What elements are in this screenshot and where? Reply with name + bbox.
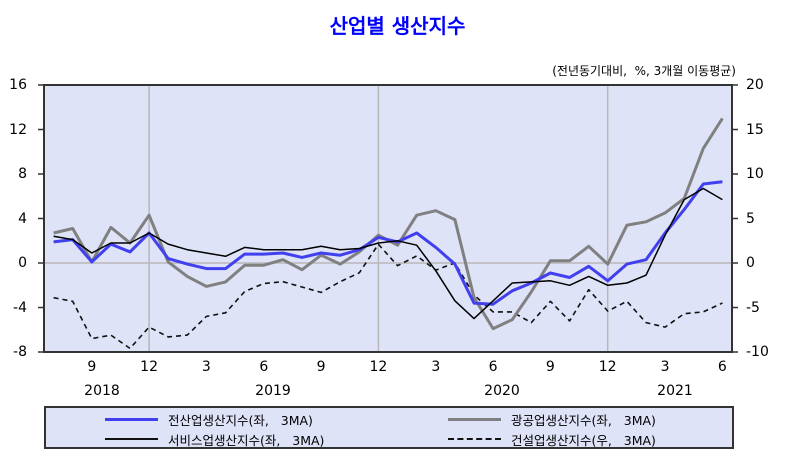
left-axis-label: 12: [9, 121, 27, 138]
legend-item-mining-manufacturing: 광공업생산지수(좌, 3MA): [448, 409, 656, 429]
legend-swatch-dashed-line: [448, 438, 501, 440]
left-axis-label: 16: [9, 77, 27, 93]
x-month-label: 3: [660, 359, 670, 375]
chart-subtitle-units: (전년동기대비, %, 3개월 이동평균): [552, 64, 736, 78]
legend-swatch-blue-line: [105, 417, 158, 421]
legend-item-construction: 건설업생산지수(우, 3MA): [448, 429, 656, 449]
x-month-label: 6: [488, 359, 498, 375]
legend-label: 서비스업생산지수(좌, 3MA): [168, 432, 325, 448]
left-axis-ticks: [38, 84, 44, 353]
left-axis-label: 0: [18, 255, 27, 271]
right-axis-label: -5: [746, 299, 760, 316]
legend: 전산업생산지수(좌, 3MA) 광공업생산지수(좌, 3MA) 서비스업생산지수…: [44, 406, 734, 449]
x-month-label: 9: [316, 359, 326, 375]
right-axis-ticks: [732, 84, 738, 353]
legend-label: 광공업생산지수(좌, 3MA): [511, 412, 656, 428]
right-axis-label: 20: [746, 77, 764, 93]
right-axis-label: 0: [746, 255, 755, 271]
all-industry-series-line: [53, 180, 723, 306]
right-axis-label: 5: [746, 210, 755, 227]
x-month-label: 3: [431, 359, 441, 375]
chart-title: 산업별 생산지수: [329, 14, 466, 38]
x-year-label: 2021: [657, 383, 693, 399]
right-axis-label: 15: [746, 121, 764, 138]
left-axis-label: 4: [18, 210, 27, 227]
services-series-line: [53, 187, 723, 320]
legend-item-services: 서비스업생산지수(좌, 3MA): [105, 429, 324, 449]
x-month-label: 12: [140, 359, 158, 375]
x-month-label: 6: [259, 359, 269, 375]
x-year-label: 2018: [84, 383, 120, 399]
x-year-label: 2020: [484, 383, 520, 399]
legend-label: 전산업생산지수(좌, 3MA): [168, 412, 313, 428]
right-axis-label: 10: [746, 166, 764, 182]
right-axis-label: -10: [746, 344, 769, 360]
x-month-label: 6: [717, 359, 727, 375]
series-layer: [53, 117, 724, 350]
left-axis-label: 8: [18, 166, 27, 182]
left-axis-label: -4: [13, 299, 27, 316]
x-month-label: 9: [87, 359, 97, 375]
x-year-label: 2019: [255, 383, 291, 399]
plot-background: [44, 85, 732, 352]
legend-label: 건설업생산지수(우, 3MA): [511, 432, 656, 448]
legend-item-all-industry: 전산업생산지수(좌, 3MA): [105, 409, 313, 429]
left-axis-label: -8: [13, 344, 27, 360]
legend-swatch-gray-line: [448, 417, 501, 421]
x-month-label: 9: [545, 359, 555, 375]
x-month-label: 3: [201, 359, 211, 375]
legend-swatch-black-line: [105, 438, 158, 440]
x-month-label: 12: [598, 359, 617, 375]
x-month-label: 12: [369, 359, 388, 375]
